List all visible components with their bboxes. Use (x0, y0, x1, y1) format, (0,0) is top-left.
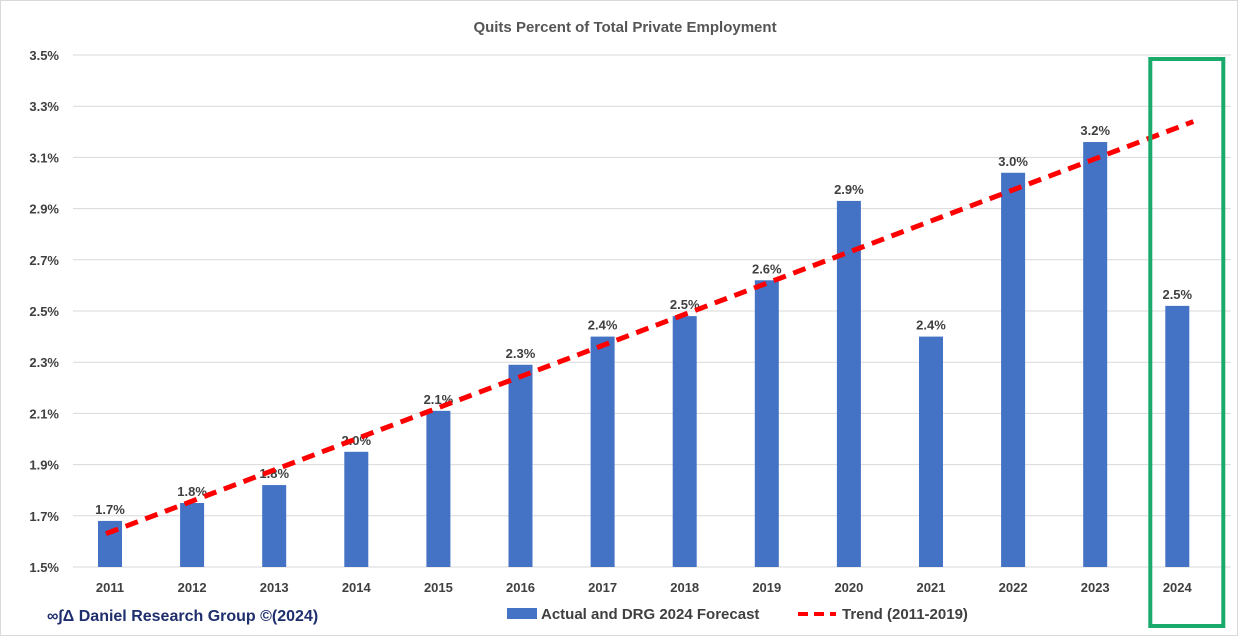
x-tick-label: 2013 (260, 580, 289, 595)
y-tick-label: 3.1% (29, 150, 59, 165)
x-axis-ticks: 2011 2012 2013 2014 2015 2016 2017 2018 2019 2020… (96, 580, 1193, 595)
data-label: 2.4% (916, 318, 946, 333)
y-axis-ticks: 1.5% 1.7% 1.9% 2.1% 2.3% 2.5% 2.7% 2.9% 3.1% 3.3%… (29, 48, 59, 575)
x-tick-label: 2012 (178, 580, 207, 595)
bar (919, 336, 943, 567)
bar (98, 520, 122, 567)
x-tick-label: 2016 (506, 580, 535, 595)
x-tick-label: 2014 (342, 580, 372, 595)
bar (754, 280, 779, 567)
x-tick-label: 2019 (752, 580, 781, 595)
y-tick-label: 2.5% (29, 304, 59, 319)
x-tick-label: 2024 (1163, 580, 1193, 595)
x-tick-label: 2022 (999, 580, 1028, 595)
gridlines (73, 54, 1231, 568)
legend-bar-label: Actual and DRG 2024 Forecast (541, 606, 759, 623)
y-tick-label: 1.9% (29, 458, 59, 473)
brand-label: ∞∫Δ Daniel Research Group ©(2024) (47, 608, 318, 625)
data-label: 2.9% (834, 182, 864, 197)
bar (262, 485, 287, 567)
data-label: 2.3% (506, 346, 536, 361)
data-label: 1.7% (95, 502, 125, 517)
bar (672, 316, 697, 567)
x-tick-label: 2017 (588, 580, 617, 595)
x-tick-label: 2020 (834, 580, 863, 595)
legend-bar-swatch (507, 608, 537, 619)
bar (590, 336, 615, 567)
data-label: 2.6% (752, 261, 782, 276)
bar (1001, 172, 1026, 567)
y-tick-label: 2.1% (29, 406, 59, 421)
data-labels: 1.7%1.8%1.8%2.0%2.1%2.3%2.4%2.5%2.6%2.9%… (95, 123, 1192, 517)
data-label: 2.5% (670, 297, 700, 312)
bar (180, 503, 205, 567)
bar (836, 200, 861, 568)
highlight-group (1148, 57, 1226, 628)
data-label: 3.2% (1080, 123, 1110, 138)
legend-trend-label: Trend (2011-2019) (842, 606, 968, 623)
data-label: 2.5% (1162, 287, 1192, 302)
data-label: 1.8% (259, 466, 289, 481)
x-tick-label: 2011 (96, 580, 124, 595)
highlight-box (1148, 57, 1226, 628)
bar (1165, 305, 1190, 567)
y-tick-label: 2.9% (29, 202, 59, 217)
bar (1083, 142, 1108, 568)
y-tick-label: 2.7% (29, 253, 59, 268)
y-tick-label: 3.5% (29, 48, 59, 63)
y-tick-label: 1.7% (29, 509, 59, 524)
x-tick-label: 2023 (1081, 580, 1110, 595)
bar (508, 364, 533, 567)
data-label: 3.0% (998, 154, 1028, 169)
data-label: 1.8% (177, 484, 207, 499)
bar (344, 451, 369, 567)
y-tick-label: 2.3% (29, 355, 59, 370)
legend: Actual and DRG 2024 Forecast Trend (2011… (507, 606, 968, 623)
x-tick-label: 2021 (917, 580, 946, 595)
x-tick-label: 2018 (670, 580, 699, 595)
x-tick-label: 2015 (424, 580, 453, 595)
chart-title: Quits Percent of Total Private Employmen… (473, 19, 776, 36)
y-tick-label: 3.3% (29, 99, 59, 114)
bars (98, 142, 1190, 568)
trend-line (105, 119, 1195, 537)
trend-line-group (105, 119, 1195, 537)
data-label: 2.4% (588, 318, 618, 333)
y-tick-label: 1.5% (29, 560, 59, 575)
bar (426, 410, 451, 567)
